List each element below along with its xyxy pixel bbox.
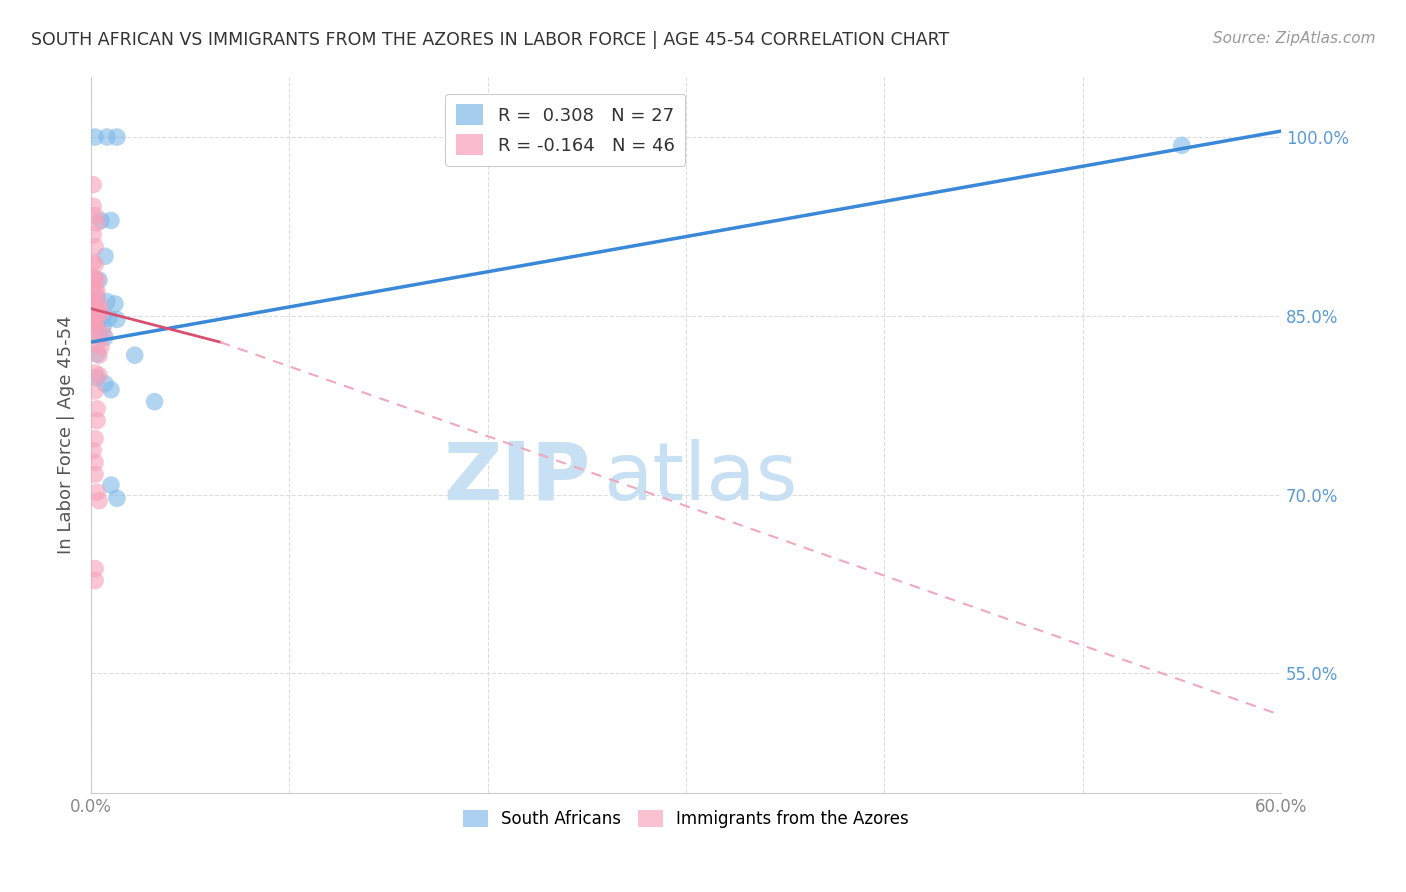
Text: Source: ZipAtlas.com: Source: ZipAtlas.com [1212,31,1375,46]
Point [84,302,107,317]
Point [82,199,104,213]
Point [87,493,110,508]
Point [94,330,117,344]
Point [84,561,107,575]
Point [84,310,107,324]
Point [91,309,114,323]
Point [86,326,108,340]
Point [143,394,166,409]
Point [86,216,108,230]
Point [84,455,107,469]
Point [105,491,128,506]
Point [86,347,108,361]
Point [100,478,122,492]
Point [84,272,107,286]
Point [87,348,110,362]
Point [82,283,104,297]
Point [84,295,107,310]
Point [87,297,110,311]
Point [82,270,104,285]
Point [105,130,128,145]
Point [82,294,104,309]
Point [86,273,108,287]
Point [86,317,108,331]
Point [84,574,107,588]
Legend: South Africans, Immigrants from the Azores: South Africans, Immigrants from the Azor… [457,803,915,834]
Point [87,329,110,343]
Point [124,348,146,362]
Point [84,467,107,482]
Point [82,227,104,242]
Point [84,209,107,223]
Point [1171,138,1194,153]
Point [84,432,107,446]
Point [90,340,112,354]
Y-axis label: In Labor Force | Age 45-54: In Labor Force | Age 45-54 [58,316,75,554]
Point [86,401,108,416]
Text: ZIP: ZIP [444,439,591,517]
Point [91,319,114,334]
Point [100,213,122,227]
Point [86,291,108,305]
Point [82,301,104,316]
Point [82,316,104,330]
Point [82,309,104,323]
Point [90,305,112,319]
Point [100,383,122,397]
Point [86,285,108,299]
Point [84,366,107,380]
Text: SOUTH AFRICAN VS IMMIGRANTS FROM THE AZORES IN LABOR FORCE | AGE 45-54 CORRELATI: SOUTH AFRICAN VS IMMIGRANTS FROM THE AZO… [31,31,949,49]
Text: atlas: atlas [603,439,797,517]
Point [84,258,107,272]
Point [86,311,108,326]
Point [84,317,107,331]
Point [86,306,108,320]
Point [86,414,108,428]
Point [94,376,117,391]
Point [82,178,104,192]
Point [82,320,104,334]
Point [91,326,114,341]
Point [96,294,118,309]
Point [87,368,110,383]
Point [105,312,128,326]
Point [86,371,108,385]
Point [82,443,104,458]
Point [86,485,108,500]
Point [94,249,117,263]
Point [84,240,107,254]
Point [86,304,108,318]
Point [98,311,121,326]
Point [86,337,108,351]
Point [84,284,107,298]
Point [96,130,118,145]
Point [82,255,104,269]
Point [90,213,112,227]
Point [104,297,127,311]
Point [87,273,110,287]
Point [84,384,107,398]
Point [84,130,107,145]
